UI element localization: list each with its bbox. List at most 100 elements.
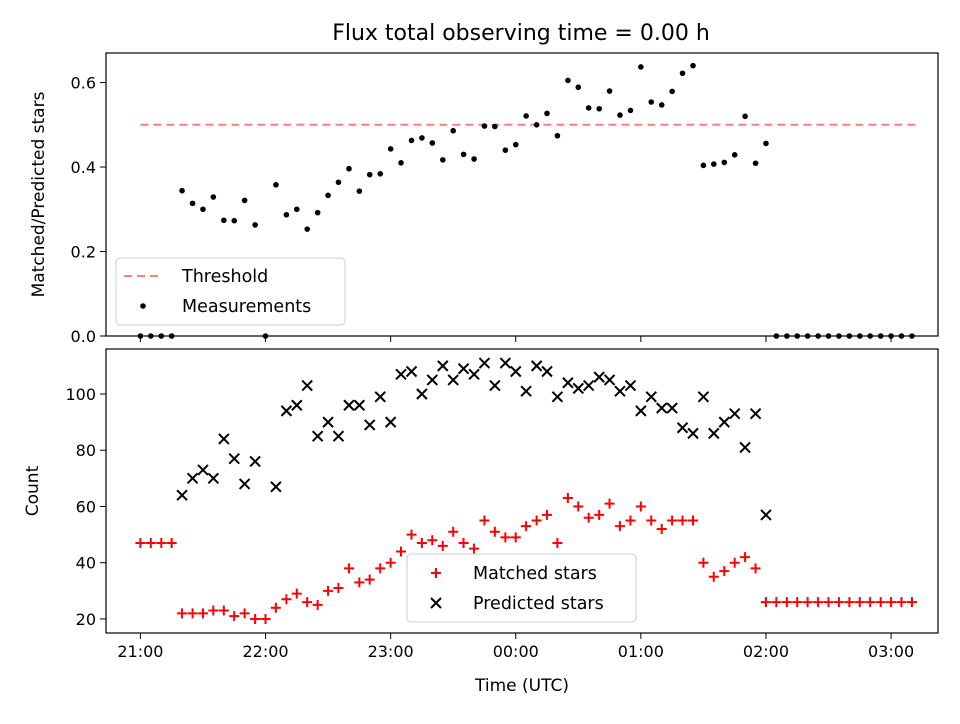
predicted-star-point (562, 377, 574, 389)
matched-star-point (729, 557, 740, 568)
predicted-star-point (697, 391, 710, 403)
measurement-point (731, 151, 738, 158)
measurement-point (460, 151, 467, 158)
matched-star-point (364, 574, 375, 585)
matched-star-point (448, 526, 459, 537)
measurement-point (200, 206, 206, 213)
measurement-point (690, 62, 696, 69)
matched-star-point (375, 563, 386, 574)
matched-star-point (333, 583, 344, 594)
y-tick-label: 60 (76, 497, 96, 516)
predicted-star-point (708, 427, 720, 440)
measurement-point (565, 77, 571, 84)
matched-star-point (385, 557, 396, 568)
plot-frame (105, 348, 939, 634)
matched-star-point (698, 557, 709, 568)
predicted-star-point (614, 385, 626, 397)
matched-star-point (250, 613, 261, 624)
measurement-point (346, 165, 352, 172)
measurement-point (502, 147, 509, 153)
matched-star-point (323, 585, 334, 596)
predicted-star-point (656, 402, 668, 414)
predicted-star-point (353, 399, 366, 411)
x-tick-label: 03:00 (868, 642, 914, 661)
y-tick-label: 80 (76, 441, 96, 460)
predicted-star-point (572, 382, 585, 395)
matched-star-point (239, 608, 250, 619)
predicted-star-point (395, 368, 407, 381)
y-tick-label: 0.4 (71, 158, 96, 177)
measurement-point (293, 206, 300, 213)
matched-star-point (614, 521, 625, 532)
measurement-point (617, 112, 623, 118)
predicted-star-point (603, 374, 616, 386)
measurement-point (544, 110, 550, 117)
matched-star-point (437, 540, 448, 551)
matched-star-point (562, 493, 573, 504)
predicted-star-point (489, 379, 501, 392)
predicted-star-point (530, 360, 543, 372)
matched-star-point (281, 594, 292, 605)
measurement-point (638, 64, 644, 70)
matched-star-point (896, 597, 907, 608)
matched-star-point (177, 608, 188, 619)
y-tick-label: 100 (65, 385, 96, 404)
matched-star-point (500, 532, 511, 543)
matched-star-point (750, 563, 761, 574)
measurement-point (335, 179, 342, 186)
matched-star-point (802, 597, 813, 608)
predicted-star-point (332, 430, 345, 442)
x-tick-label: 21:00 (117, 642, 163, 661)
measurement-point (700, 162, 707, 169)
matched-star-point (823, 597, 834, 608)
legend-matched-label: Matched stars (473, 564, 597, 584)
measurement-point (304, 226, 310, 232)
matched-star-point (270, 602, 281, 613)
matched-star-point (833, 597, 844, 608)
matched-star-point (552, 538, 563, 549)
measurement-point (575, 84, 582, 91)
measurement-point (419, 135, 425, 141)
predicted-star-point (478, 357, 491, 369)
measurement-point (533, 122, 540, 128)
predicted-star-point (551, 391, 564, 403)
predicted-star-point (374, 391, 386, 403)
legend-measurements-swatch (140, 303, 146, 309)
measurement-point (450, 127, 456, 134)
predicted-star-point (405, 365, 418, 378)
predicted-star-point (291, 399, 303, 411)
legend-predicted-label: Predicted stars (473, 594, 604, 614)
predicted-star-point (384, 416, 397, 428)
x-tick-label: 22:00 (242, 642, 288, 661)
legend-box (406, 553, 637, 623)
matched-star-point (604, 498, 615, 509)
predicted-star-point (510, 365, 522, 378)
legend-predicted-swatch (430, 597, 442, 609)
series-2 (176, 357, 772, 521)
measurement-point (408, 137, 415, 144)
matched-star-point (719, 566, 730, 577)
matched-star-point (406, 529, 417, 540)
y-tick-label: 0.0 (71, 327, 96, 346)
y-axis-label: Matched/Predicted stars (29, 91, 49, 297)
matched-star-point (354, 577, 365, 588)
predicted-star-point (207, 472, 220, 485)
predicted-star-point (301, 379, 313, 392)
matched-star-point (708, 571, 719, 582)
predicted-star-point (760, 509, 772, 521)
measurement-point (273, 181, 279, 188)
matched-star-point (844, 597, 855, 608)
matched-star-point (542, 509, 553, 520)
matched-star-point (906, 597, 917, 608)
legend-matched-swatch (431, 568, 441, 578)
matched-star-point (427, 535, 438, 546)
predicted-star-point (311, 430, 324, 442)
predicted-star-point (416, 388, 428, 400)
x-tick-label: 00:00 (493, 642, 539, 661)
measurement-point (752, 160, 759, 167)
measurement-point (481, 123, 488, 129)
predicted-star-point (238, 478, 251, 490)
predicted-star-point (666, 402, 678, 414)
measurement-point (231, 217, 238, 224)
measurement-point (252, 222, 258, 228)
